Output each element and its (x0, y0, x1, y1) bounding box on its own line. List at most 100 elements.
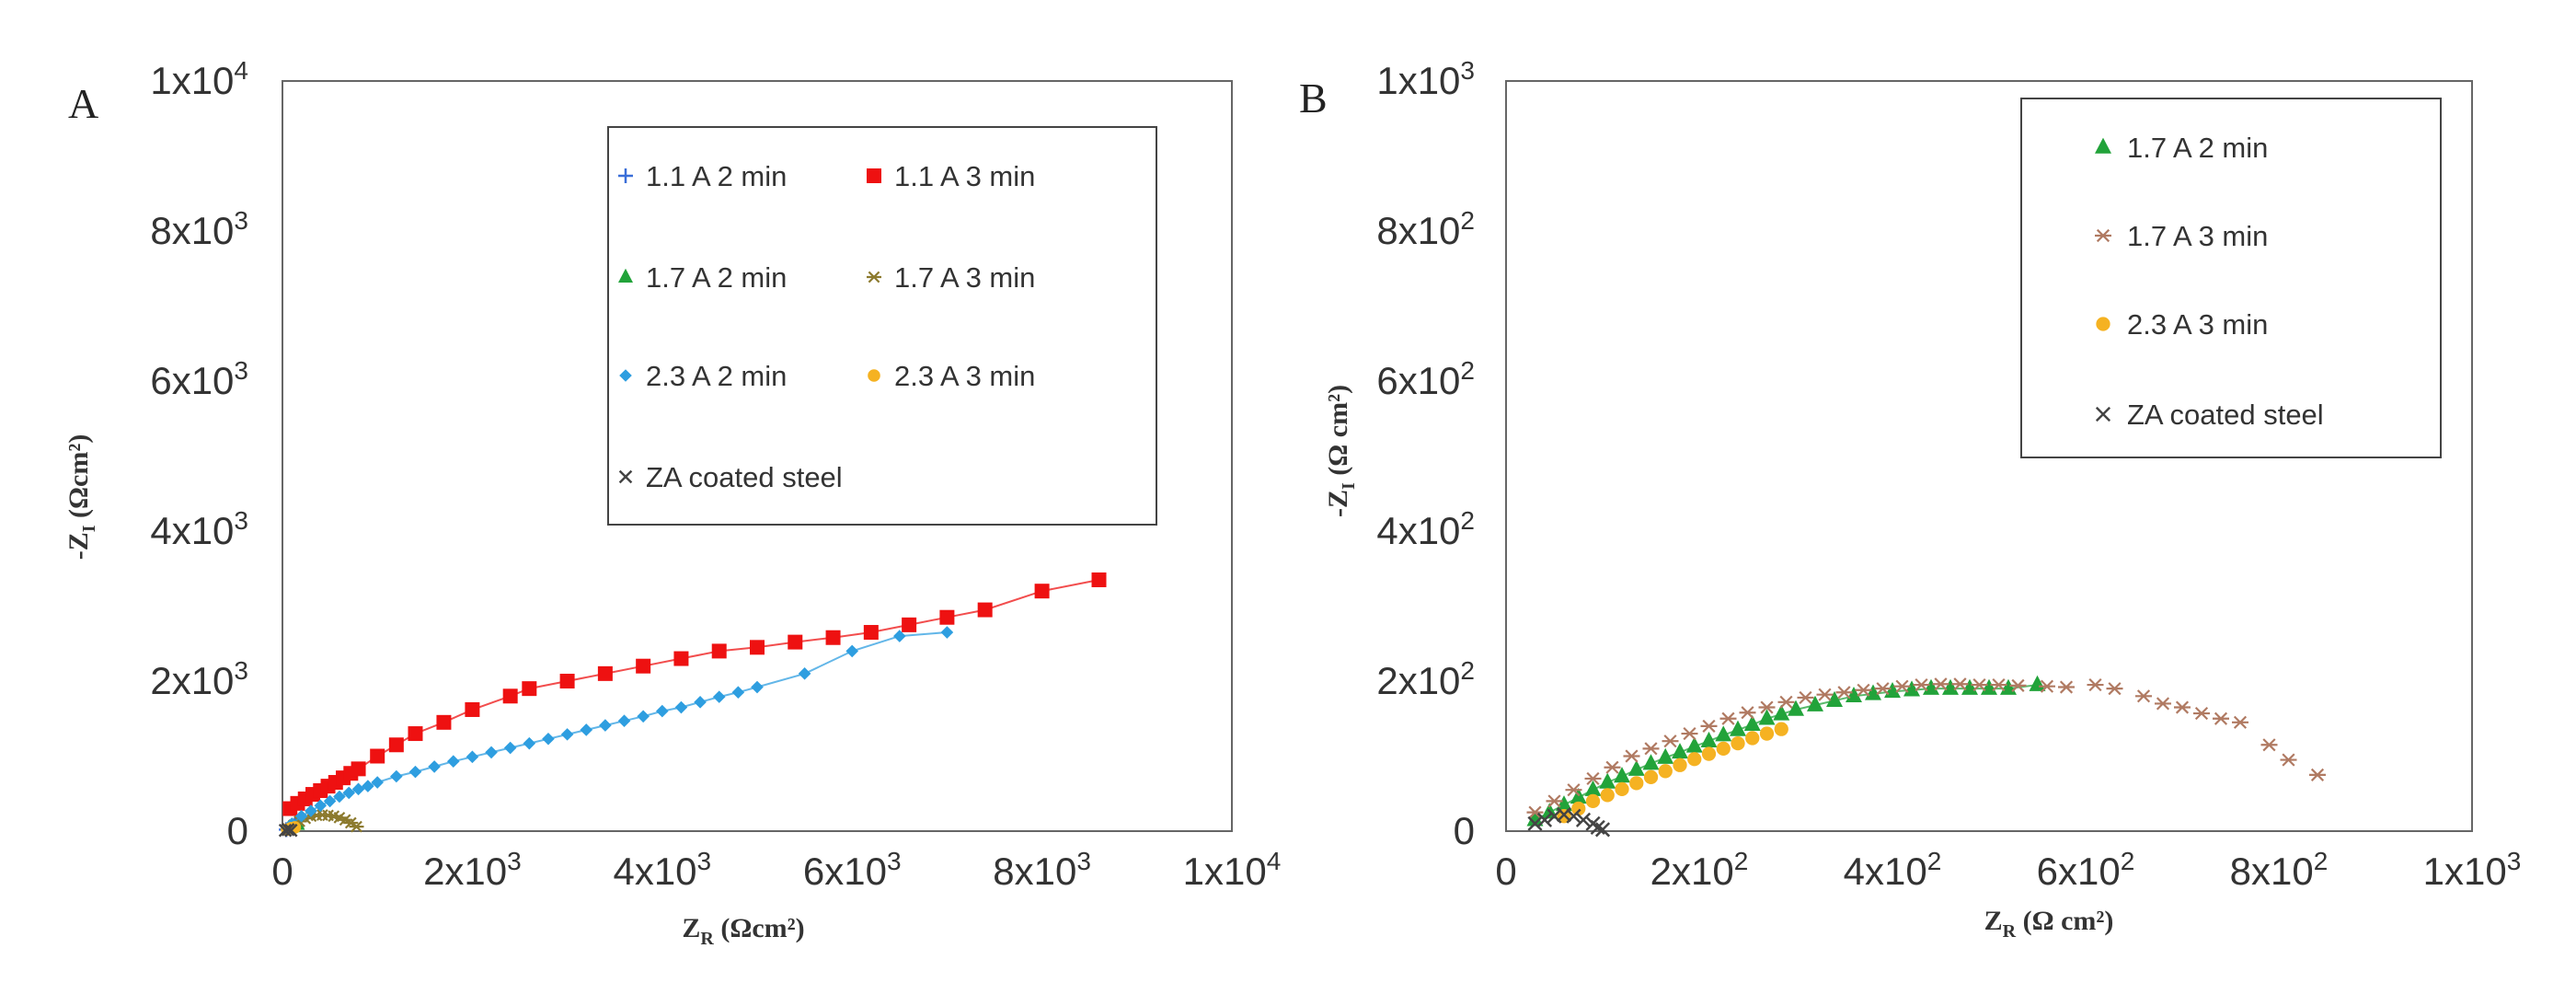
panel-a-data-point (636, 658, 651, 674)
panel-a-data-point (370, 748, 385, 764)
panel-b-data-point (2174, 700, 2191, 714)
panel-a-data-point (617, 714, 631, 727)
panel-b-legend-entry: ZA coated steel (2095, 399, 2324, 431)
panel-b-x-tick-label: 2x102 (1650, 847, 1749, 893)
panel-b-data-point (1758, 700, 1776, 714)
panel-b-data-point (1715, 725, 1732, 742)
panel-a-data-point (845, 644, 858, 658)
panel-b-y-tick-label: 6x102 (1376, 356, 1475, 402)
panel-b-y-tick-label: 1x103 (1376, 56, 1475, 102)
panel-b-data-point (1623, 749, 1640, 763)
panel-b-data-point (1627, 759, 1645, 776)
panel-a-data-point (559, 674, 575, 688)
panel-b-data-point (1672, 743, 1688, 759)
panel-b-data-point (1615, 781, 1629, 797)
panel-b-data-point (1700, 731, 1718, 747)
panel-b-data-point (1594, 822, 1611, 838)
panel-b-plot-frame (1505, 80, 2473, 832)
panel-a-y-tick-label: 6x103 (150, 356, 248, 402)
panel-b-data-point (1826, 690, 1843, 707)
panel-b-data-point (1658, 764, 1673, 779)
panel-b-legend-marker (2095, 406, 2111, 422)
panel-b-data-point (2280, 753, 2297, 767)
panel-b-x-axis-title: ZR (Ω cm²) (1984, 906, 2114, 942)
panel-a-data-point (939, 609, 955, 625)
panel-a-legend-label: 2.3 A 2 min (646, 360, 787, 392)
panel-b-data-point (1759, 726, 1775, 741)
panel-b-legend-label: 1.7 A 3 min (2127, 220, 2268, 252)
panel-a-data-point (597, 665, 613, 681)
panel-b-data-point (1739, 706, 1756, 720)
panel-b-data-point (1526, 810, 1544, 827)
panel-a-data-point (560, 728, 574, 741)
panel-b-data-point (2213, 711, 2229, 725)
panel-b-data-point (1527, 815, 1543, 831)
panel-a-data-point (1091, 572, 1107, 587)
panel-b-data-point (1584, 771, 1602, 786)
panel-a-data-point (893, 630, 906, 642)
panel-a-data-point (408, 726, 423, 742)
panel-b-data-point (2260, 738, 2278, 752)
panel-b-data-point (2106, 682, 2123, 696)
panel-a-legend-entry: 2.3 A 3 min (868, 360, 1035, 392)
panel-b-data-point (1816, 688, 1834, 701)
panel-b-data-point (2155, 697, 2171, 711)
panel-b-data-point (1743, 714, 1761, 732)
panel-b-data-point (2039, 679, 2055, 693)
panel-b-data-point (1673, 757, 1687, 772)
panel-a-legend-entry: 1.7 A 2 min (618, 261, 787, 294)
panel-b-data-point (1687, 752, 1702, 767)
panel-a-data-point (751, 680, 764, 694)
panel-b-data-point (1536, 812, 1553, 827)
panel-b-data-point (1730, 720, 1746, 736)
panel-a-data-point (294, 809, 308, 823)
panel-b-x-tick-label: 4x102 (1844, 847, 1942, 893)
panel-a-x-tick-label: 2x103 (423, 847, 522, 893)
panel-a-data-point (428, 760, 441, 773)
panel-a-data-point (349, 820, 364, 833)
panel-b-legend-label: 2.3 A 3 min (2127, 308, 2268, 341)
panel-a-series-fit-line (291, 631, 948, 825)
panel-a-plot-frame (282, 80, 1233, 832)
panel-a-data-point (351, 761, 366, 777)
panel-b-data-point (1913, 677, 1930, 692)
panel-b-data-point (1807, 695, 1823, 711)
panel-b-x-tick-label: 6x102 (2037, 847, 2135, 893)
panel-a-x-tick-label: 4x103 (613, 847, 711, 893)
panel-a-legend-marker (618, 469, 633, 484)
panel-a-x-tick-label: 0 (271, 850, 293, 893)
panel-a-legend-label: 1.7 A 3 min (894, 261, 1035, 294)
panel-a-data-point (798, 667, 811, 680)
panel-b-data-point (1590, 819, 1605, 836)
panel-a-data-point (673, 651, 689, 666)
panel-a-data-point (940, 626, 954, 639)
panel-a-legend-marker (868, 369, 880, 382)
panel-a-data-point (314, 799, 328, 813)
panel-b-data-point (1932, 677, 1949, 691)
panel-b-data-point (1565, 783, 1582, 797)
panel-a-data-point (712, 690, 726, 703)
panel-b-data-point (1575, 812, 1592, 827)
panel-a-series-1 (282, 572, 1107, 816)
panel-a-data-point (711, 643, 727, 659)
panel-a-legend: 1.1 A 2 min 1.1 A 3 min 1.7 A 2 min 1.7 A 3… (607, 126, 1157, 526)
panel-a-data-point (436, 714, 452, 730)
panel-b-y-tick-label: 4x102 (1376, 506, 1475, 552)
panel-a-data-point (388, 737, 404, 753)
panel-a-data-point (863, 625, 879, 641)
panel-a-data-point (977, 602, 993, 618)
panel-b-legend-entry: 1.7 A 2 min (2095, 132, 2268, 164)
panel-a-data-point (656, 704, 669, 718)
panel-b-data-point (2193, 706, 2210, 721)
panel-a-legend-label: 1.1 A 3 min (894, 160, 1035, 192)
panel-b-data-point (1546, 794, 1563, 808)
panel-b-legend-marker (2096, 317, 2110, 331)
panel-a-data-point (1034, 584, 1050, 599)
panel-a-legend-entry: 1.7 A 3 min (867, 261, 1035, 294)
panel-b-data-point (1585, 793, 1601, 809)
panel-a-x-tick-label: 6x103 (803, 847, 902, 893)
panel-a-data-point (694, 696, 707, 709)
panel-b-data-point (1642, 742, 1660, 756)
panel-b-data-point (1571, 801, 1586, 816)
panel-a-legend-label: ZA coated steel (646, 461, 843, 493)
